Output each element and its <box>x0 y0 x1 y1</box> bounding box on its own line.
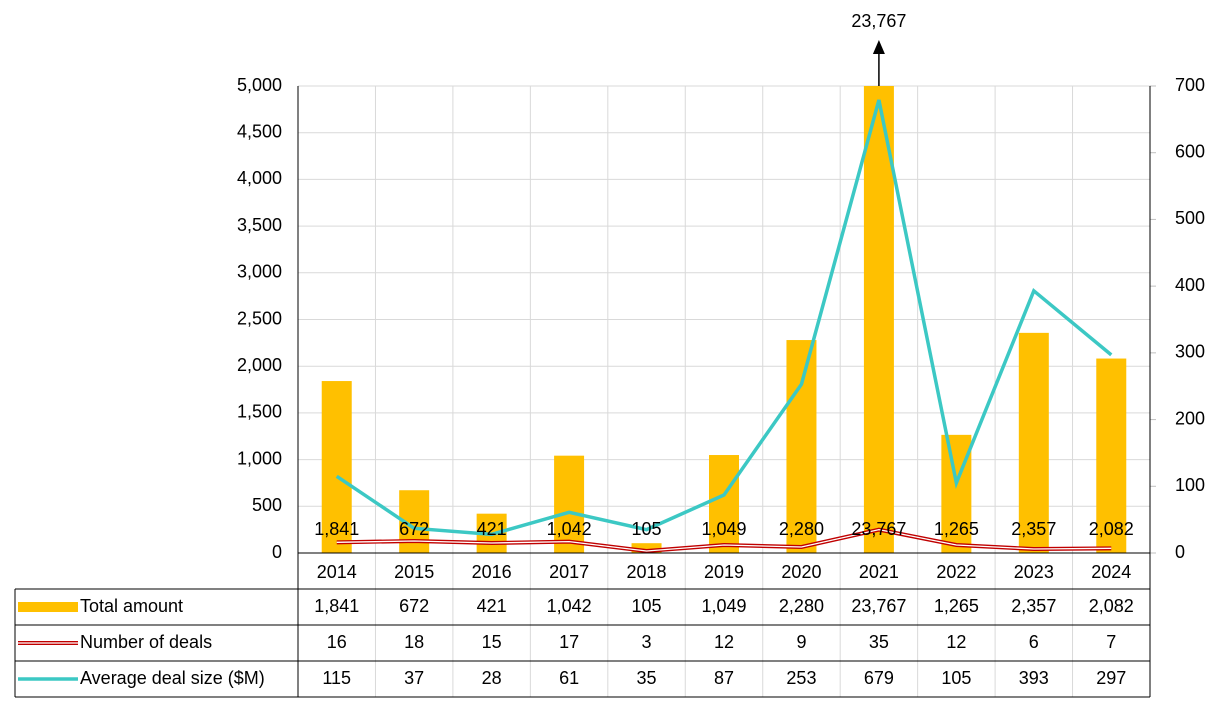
table-cell: 12 <box>946 632 966 652</box>
x-tick-label: 2015 <box>394 562 434 582</box>
data-label: 23,767 <box>851 519 906 539</box>
bar <box>554 455 585 553</box>
table-cell: 1,049 <box>701 596 746 616</box>
table-cell: 17 <box>559 632 579 652</box>
table-cell: 253 <box>786 668 816 688</box>
y-tick-label: 1,500 <box>237 402 282 422</box>
table-cell: 35 <box>869 632 889 652</box>
y2-tick-label: 600 <box>1175 141 1205 161</box>
table-cell: 3 <box>642 632 652 652</box>
y-tick-label: 2,500 <box>237 308 282 328</box>
table-cell: 23,767 <box>851 596 906 616</box>
table-cell: 105 <box>941 668 971 688</box>
table-cell: 15 <box>482 632 502 652</box>
x-tick-label: 2014 <box>317 562 357 582</box>
data-label: 1,049 <box>701 519 746 539</box>
y-tick-label: 4,500 <box>237 121 282 141</box>
table-cell: 672 <box>399 596 429 616</box>
bar <box>786 340 817 553</box>
overflow-arrowhead <box>872 40 885 54</box>
y2-tick-label: 100 <box>1175 475 1205 495</box>
overflow-label: 23,767 <box>851 11 906 31</box>
table-cell: 2,357 <box>1011 596 1056 616</box>
bar <box>863 86 894 553</box>
table-cell: 679 <box>864 668 894 688</box>
data-label: 105 <box>632 519 662 539</box>
table-cell: 28 <box>482 668 502 688</box>
data-label: 1,042 <box>547 519 592 539</box>
table-cell: 35 <box>637 668 657 688</box>
data-label: 421 <box>477 519 507 539</box>
data-label: 1,265 <box>934 519 979 539</box>
data-label: 672 <box>399 519 429 539</box>
x-tick-label: 2018 <box>627 562 667 582</box>
y-tick-label: 5,000 <box>237 75 282 95</box>
data-label: 2,357 <box>1011 519 1056 539</box>
y2-tick-label: 300 <box>1175 342 1205 362</box>
table-cell: 393 <box>1019 668 1049 688</box>
data-label: 2,280 <box>779 519 824 539</box>
legend-label: Average deal size ($M) <box>80 668 265 688</box>
table-cell: 115 <box>322 668 351 688</box>
y2-tick-label: 200 <box>1175 408 1205 428</box>
table-cell: 105 <box>632 596 662 616</box>
legend-swatch <box>18 602 78 612</box>
table-cell: 9 <box>796 632 806 652</box>
line <box>335 99 1113 537</box>
y2-tick-label: 700 <box>1175 75 1205 95</box>
x-tick-label: 2020 <box>781 562 821 582</box>
y2-tick-label: 400 <box>1175 275 1205 295</box>
legend-label: Number of deals <box>80 632 212 652</box>
table-cell: 12 <box>714 632 734 652</box>
table-cell: 16 <box>327 632 347 652</box>
table-cell: 2,082 <box>1089 596 1134 616</box>
y-tick-label: 1,000 <box>237 448 282 468</box>
table-cell: 18 <box>404 632 424 652</box>
table-cell: 6 <box>1029 632 1039 652</box>
table-cell: 7 <box>1106 632 1116 652</box>
table-cell: 1,042 <box>547 596 592 616</box>
y-tick-label: 3,500 <box>237 215 282 235</box>
y-tick-label: 4,000 <box>237 168 282 188</box>
line-inner <box>336 528 1112 552</box>
data-label: 1,841 <box>314 519 359 539</box>
data-label: 2,082 <box>1089 519 1134 539</box>
bar <box>709 455 739 553</box>
y-tick-label: 500 <box>252 495 282 515</box>
x-tick-label: 2022 <box>936 562 976 582</box>
table-cell: 297 <box>1096 668 1126 688</box>
y2-tick-label: 0 <box>1175 542 1185 562</box>
bar <box>321 381 352 553</box>
table-cell: 61 <box>559 668 579 688</box>
x-tick-label: 2019 <box>704 562 744 582</box>
bars <box>321 86 1127 553</box>
y-tick-label: 0 <box>272 542 282 562</box>
x-tick-label: 2024 <box>1091 562 1131 582</box>
table-cell: 2,280 <box>779 596 824 616</box>
bar <box>631 543 662 553</box>
x-tick-label: 2017 <box>549 562 589 582</box>
bar <box>1018 332 1049 553</box>
table-cell: 1,841 <box>314 596 359 616</box>
y-tick-label: 3,000 <box>237 262 282 282</box>
table-cell: 1,265 <box>934 596 979 616</box>
table-cell: 421 <box>477 596 507 616</box>
y2-tick-label: 500 <box>1175 208 1205 228</box>
y-tick-label: 2,000 <box>237 355 282 375</box>
legend-label: Total amount <box>80 596 183 616</box>
x-tick-label: 2021 <box>859 562 899 582</box>
x-tick-label: 2016 <box>472 562 512 582</box>
bar <box>1096 358 1127 553</box>
x-tick-label: 2023 <box>1014 562 1054 582</box>
table-cell: 87 <box>714 668 734 688</box>
table-cell: 37 <box>404 668 424 688</box>
